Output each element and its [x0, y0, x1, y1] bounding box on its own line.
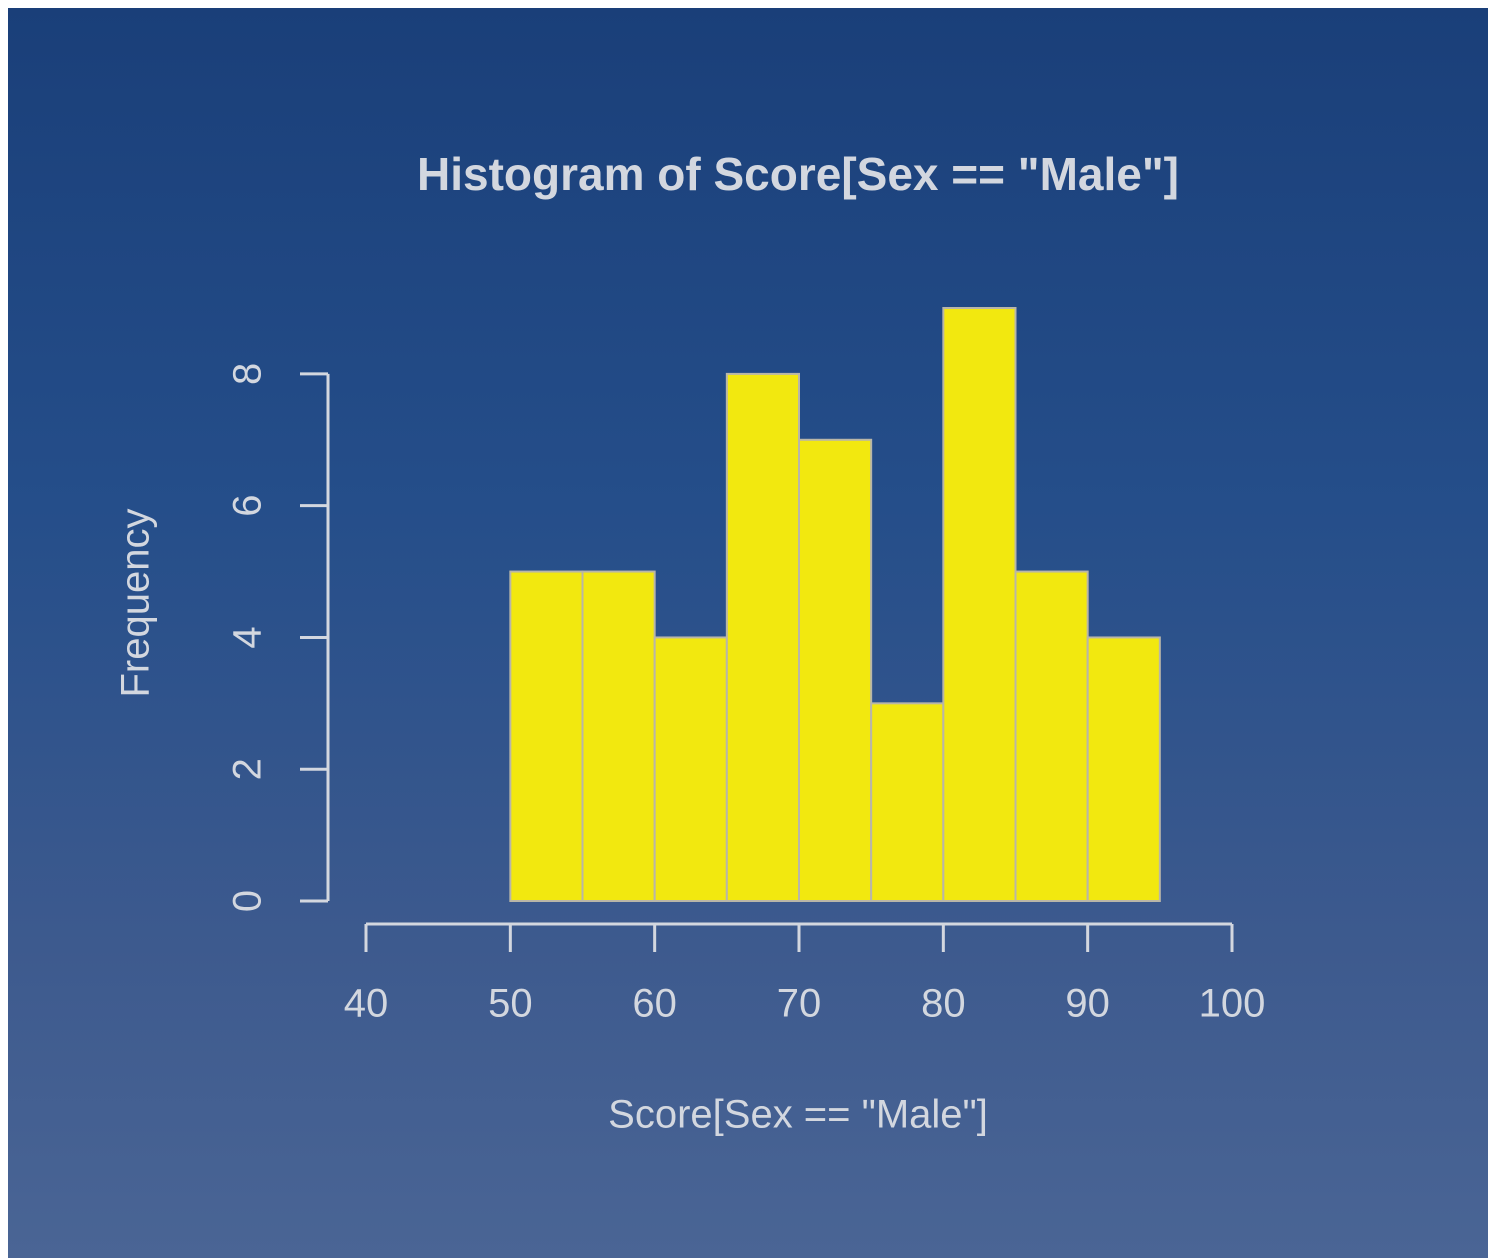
bar: [653, 636, 728, 902]
y-tick-label: 6: [226, 495, 270, 517]
y-tick-label: 4: [226, 626, 270, 648]
bar: [1086, 636, 1161, 902]
x-tick-label: 100: [1199, 982, 1266, 1026]
bar: [1014, 570, 1089, 902]
bar: [870, 702, 945, 902]
bar: [725, 372, 800, 902]
y-tick-label: 0: [226, 890, 270, 912]
y-tick-label: 2: [226, 758, 270, 780]
y-tick-label: 8: [226, 363, 270, 385]
x-axis-title: Score[Sex == "Male"]: [608, 1093, 988, 1137]
x-tick-label: 50: [488, 982, 533, 1026]
bar: [798, 438, 873, 902]
chart-title: Histogram of Score[Sex == "Male"]: [417, 148, 1179, 200]
x-tick-label: 80: [921, 982, 966, 1026]
x-tick-label: 70: [777, 982, 822, 1026]
y-axis-title: Frequency: [114, 509, 158, 698]
x-tick-label: 40: [344, 982, 389, 1026]
x-tick-label: 90: [1065, 982, 1110, 1026]
bar: [581, 570, 656, 902]
bar: [509, 570, 584, 902]
x-tick-label: 60: [632, 982, 677, 1026]
bar: [942, 307, 1017, 902]
